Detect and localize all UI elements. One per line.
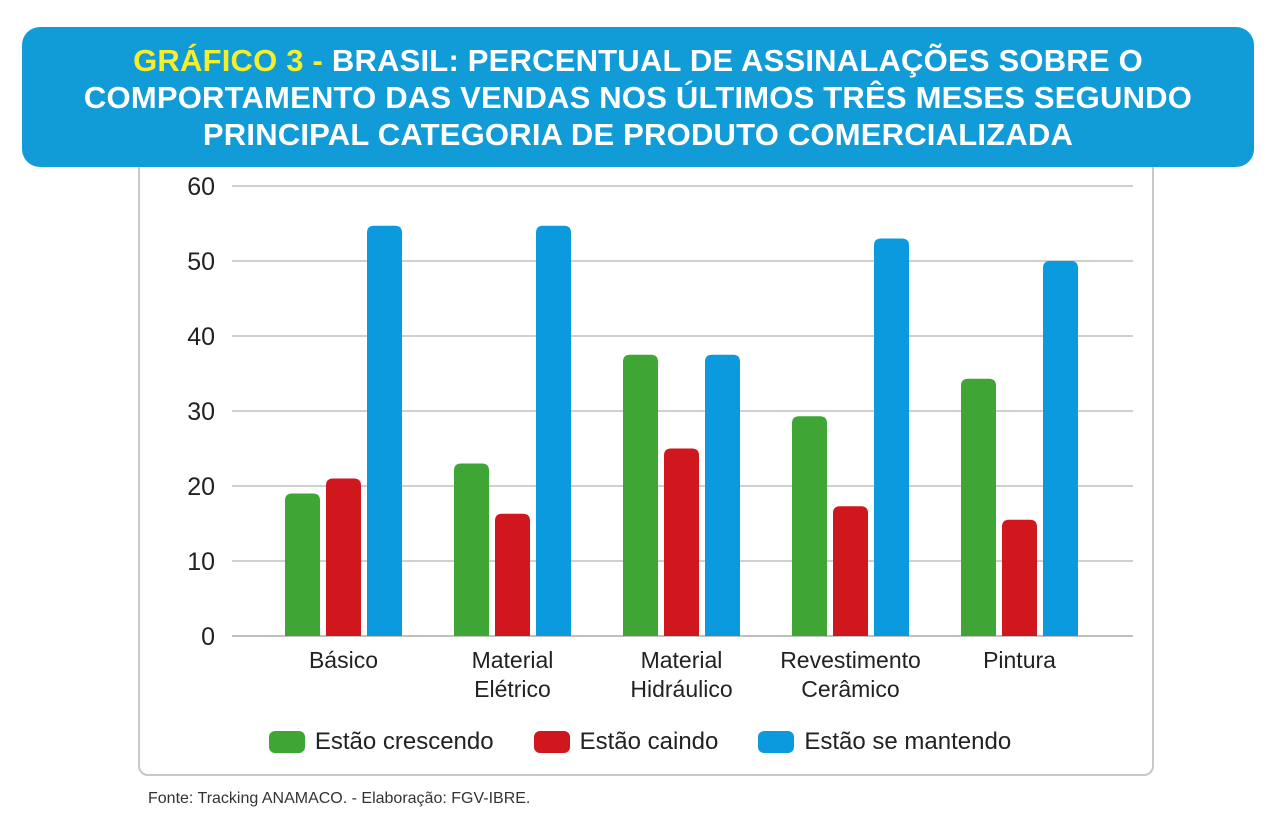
- legend-swatch-stable: [758, 731, 795, 753]
- x-tick-label-1-0: Material: [472, 647, 554, 673]
- chart-title-prefix: GRÁFICO 3 -: [133, 42, 332, 78]
- bar-2-0: [623, 354, 658, 636]
- legend: Estão crescendo Estão caindo Estão se ma…: [0, 728, 1280, 756]
- x-tick-label-2-0: Material: [641, 647, 723, 673]
- chart-title: GRÁFICO 3 - BRASIL: PERCENTUAL DE ASSINA…: [48, 42, 1228, 153]
- y-tick-label-50: 50: [187, 248, 215, 276]
- bar-4-1: [1002, 519, 1037, 636]
- x-tick-label-3-0: Revestimento: [780, 647, 921, 673]
- legend-item-falling: Estão caindo: [533, 728, 719, 756]
- bar-3-0: [792, 416, 827, 636]
- bar-0-0: [285, 493, 320, 636]
- legend-label-growing: Estão crescendo: [314, 728, 494, 755]
- x-tick-label-0-0: Básico: [309, 647, 378, 673]
- bar-3-2: [874, 238, 909, 636]
- x-tick-label-2-1: Hidráulico: [630, 676, 732, 702]
- x-tick-label-4-0: Pintura: [983, 647, 1056, 673]
- chart-title-main: BRASIL: PERCENTUAL DE ASSINALAÇÕES SOBRE…: [83, 42, 1193, 152]
- x-tick-label-3-1: Cerâmico: [801, 676, 899, 702]
- bar-0-1: [326, 478, 361, 636]
- legend-label-falling: Estão caindo: [579, 728, 719, 755]
- bar-2-2: [705, 354, 740, 636]
- legend-item-stable: Estão se mantendo: [758, 728, 1011, 756]
- bar-2-1: [664, 448, 699, 636]
- y-tick-label-20: 20: [187, 473, 215, 501]
- legend-swatch-growing: [268, 731, 305, 753]
- source-note: Fonte: Tracking ANAMACO. - Elaboração: F…: [148, 790, 531, 807]
- legend-swatch-falling: [533, 731, 570, 753]
- legend-item-growing: Estão crescendo: [268, 728, 494, 756]
- y-tick-label-30: 30: [187, 398, 215, 426]
- y-tick-label-40: 40: [187, 323, 215, 351]
- bar-3-1: [833, 506, 868, 636]
- bar-1-1: [495, 513, 530, 636]
- bar-4-2: [1043, 261, 1078, 636]
- bar-1-2: [536, 225, 571, 636]
- y-tick-label-10: 10: [187, 548, 215, 576]
- y-tick-label-60: 60: [187, 173, 215, 201]
- x-tick-label-1-1: Elétrico: [474, 676, 551, 702]
- bar-1-0: [454, 463, 489, 636]
- bar-4-0: [961, 378, 996, 636]
- title-banner: GRÁFICO 3 - BRASIL: PERCENTUAL DE ASSINA…: [22, 27, 1254, 167]
- bar-0-2: [367, 225, 402, 636]
- legend-label-stable: Estão se mantendo: [804, 728, 1012, 755]
- y-tick-label-0: 0: [201, 623, 215, 651]
